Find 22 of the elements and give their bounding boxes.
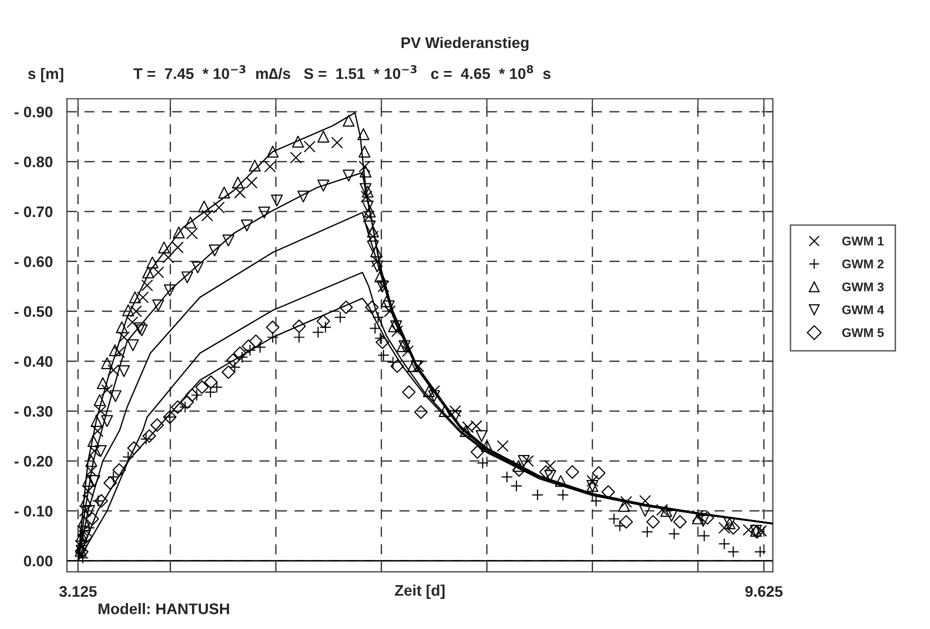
text: T = 7.45 * 10$^{−3}$ m∆/s S = 1.51 * 10$^{−3}$ c = 4.65 * 10$^{8}$ s bbox=[134, 65, 550, 80]
y-tick-label: - 0.80 bbox=[14, 156, 52, 168]
legend-label: GWM 5 bbox=[842, 328, 884, 338]
y-tick-label: - 0.10 bbox=[14, 506, 52, 517]
x-tick-label: 3.125 bbox=[59, 586, 97, 597]
y-axis-title: s [m] bbox=[28, 68, 64, 82]
y-tick-label: - 0.40 bbox=[14, 356, 52, 367]
y-tick-label: - 0.30 bbox=[14, 406, 52, 417]
y-tick-label: - 0.50 bbox=[14, 306, 52, 317]
y-tick-label: - 0.60 bbox=[14, 256, 52, 268]
text: Modell: HANTUSH bbox=[98, 603, 230, 614]
y-tick-label: - 0.90 bbox=[14, 106, 52, 118]
chart-title: PV Wiederanstieg bbox=[402, 36, 528, 52]
legend-label: GWM 3 bbox=[842, 282, 884, 292]
x-axis-title: Zeit [d] bbox=[394, 584, 444, 599]
x-tick-label: 9.625 bbox=[745, 586, 783, 597]
y-tick-label: - 0.70 bbox=[14, 206, 52, 218]
legend-label: GWM 2 bbox=[842, 260, 884, 268]
y-tick-label: - 0.20 bbox=[14, 456, 52, 467]
legend-label: GWM 4 bbox=[842, 305, 884, 314]
legend-label: GWM 1 bbox=[842, 236, 884, 246]
y-tick-label: 0.00 bbox=[24, 556, 52, 566]
